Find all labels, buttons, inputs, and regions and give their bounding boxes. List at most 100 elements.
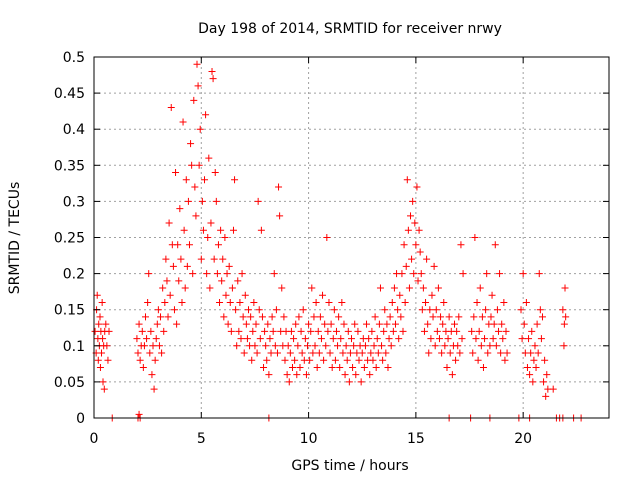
data-point (413, 183, 421, 191)
data-point (105, 327, 113, 335)
data-point (417, 270, 425, 278)
data-point (309, 349, 317, 357)
data-point (319, 291, 327, 299)
x-tick-label: 10 (300, 431, 318, 447)
data-point (295, 313, 303, 321)
data-point (452, 356, 460, 364)
data-point (403, 176, 411, 184)
data-point (138, 327, 146, 335)
data-point (218, 277, 226, 285)
data-point (432, 306, 440, 314)
data-point (153, 320, 161, 328)
data-point (530, 356, 538, 364)
data-point (378, 342, 386, 350)
data-point (490, 320, 498, 328)
data-point (270, 270, 278, 278)
x-axis-label: GPS time / hours (291, 458, 408, 474)
data-point (232, 306, 240, 314)
data-point (198, 197, 206, 205)
data-point (250, 298, 258, 306)
data-point (414, 277, 422, 285)
data-point (205, 154, 213, 162)
data-point (306, 356, 314, 364)
data-point (444, 335, 452, 343)
data-point (161, 298, 169, 306)
data-point (369, 356, 377, 364)
data-point (489, 335, 497, 343)
data-point (301, 335, 309, 343)
data-point (357, 378, 365, 386)
data-point (275, 183, 283, 191)
data-point (314, 327, 322, 335)
data-point (473, 298, 481, 306)
data-point (144, 298, 152, 306)
data-point (234, 277, 242, 285)
data-point (190, 96, 198, 104)
y-tick-label: 0.4 (63, 122, 85, 138)
x-tick-label: 5 (197, 431, 206, 447)
data-point (94, 356, 102, 364)
data-point (258, 313, 266, 321)
data-point (328, 363, 336, 371)
data-point (443, 363, 451, 371)
data-point (293, 371, 301, 379)
data-point (222, 291, 230, 299)
data-point (209, 75, 217, 83)
data-point (266, 335, 274, 343)
data-point (254, 197, 262, 205)
data-point (203, 270, 211, 278)
data-point (233, 342, 241, 350)
data-point (426, 306, 434, 314)
data-point (238, 270, 246, 278)
data-point (292, 320, 300, 328)
data-point (336, 363, 344, 371)
data-point (481, 335, 489, 343)
data-point (339, 349, 347, 357)
data-point (387, 342, 395, 350)
data-point (391, 320, 399, 328)
data-point (196, 125, 204, 133)
data-point (184, 197, 192, 205)
data-point (304, 342, 312, 350)
data-point (372, 363, 380, 371)
data-point (470, 313, 478, 321)
data-point (420, 327, 428, 335)
data-point (492, 342, 500, 350)
data-point (334, 342, 342, 350)
data-point (217, 226, 225, 234)
data-point (104, 356, 112, 364)
data-point (265, 371, 273, 379)
data-point (488, 291, 496, 299)
data-point (371, 313, 379, 321)
data-point (194, 82, 202, 90)
data-point (287, 327, 295, 335)
data-point (251, 342, 259, 350)
data-point (100, 385, 108, 393)
data-point (147, 327, 155, 335)
data-point (520, 320, 528, 328)
data-point (340, 320, 348, 328)
data-point (562, 313, 570, 321)
data-point (458, 335, 466, 343)
data-point (451, 320, 458, 328)
data-point (253, 349, 261, 357)
data-point (437, 313, 445, 321)
data-point (365, 335, 373, 343)
data-point (399, 327, 407, 335)
data-point (311, 342, 319, 350)
data-point (475, 327, 483, 335)
data-point (213, 270, 221, 278)
data-point (344, 327, 352, 335)
data-point (296, 363, 304, 371)
data-point (431, 342, 439, 350)
y-tick-label: 0.3 (63, 194, 85, 210)
data-point (278, 284, 286, 292)
data-point (240, 349, 248, 357)
data-point (281, 356, 289, 364)
data-point (159, 284, 167, 292)
data-point (438, 349, 446, 357)
data-point (348, 335, 355, 343)
data-point (199, 226, 207, 234)
data-point (469, 349, 477, 357)
